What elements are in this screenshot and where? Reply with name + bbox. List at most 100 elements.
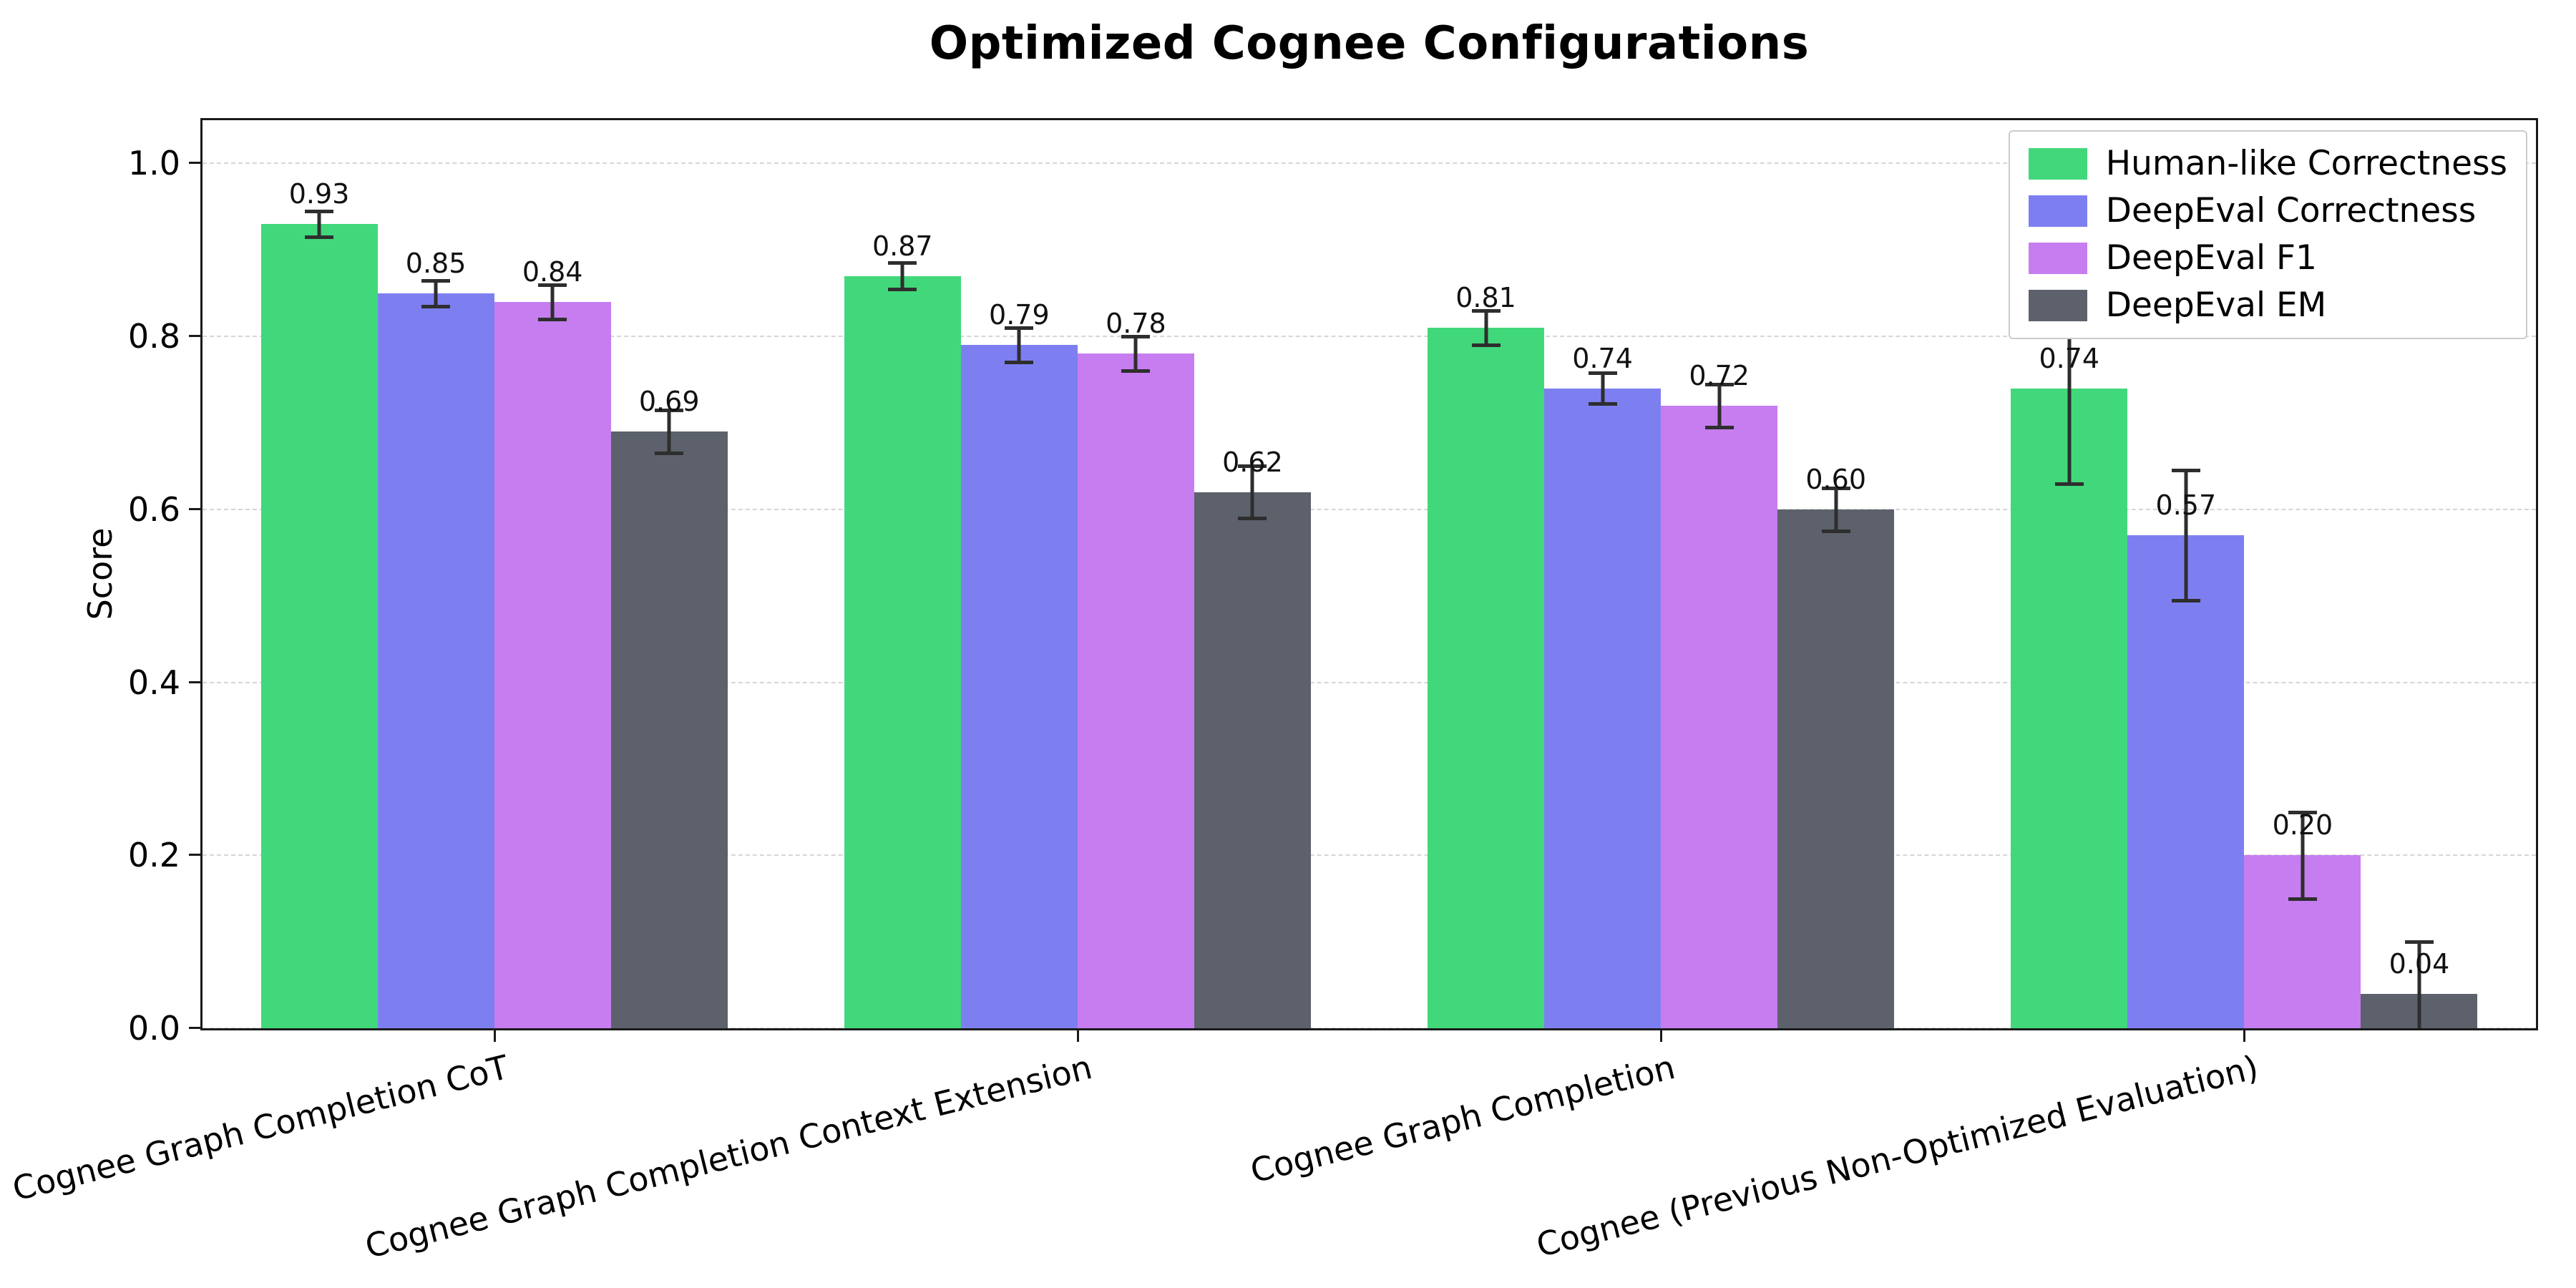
error-bar-cap — [305, 209, 334, 213]
gridline — [203, 336, 2536, 338]
error-bar — [1133, 336, 1138, 371]
error-bar-cap — [1588, 371, 1617, 375]
error-bar-cap — [305, 235, 334, 240]
bar — [1544, 388, 1662, 1028]
bar — [960, 345, 1078, 1028]
legend-swatch — [2028, 148, 2087, 180]
error-bar-cap — [1005, 326, 1034, 331]
bar-value-label: 0.87 — [872, 230, 933, 262]
error-bar-cap — [1005, 361, 1034, 365]
x-axis-tick — [1660, 1030, 1663, 1042]
error-bar-cap — [421, 304, 451, 308]
error-bar-cap — [1588, 402, 1617, 406]
y-axis-label: Score — [81, 527, 119, 620]
bar-value-label: 0.72 — [1689, 360, 1750, 392]
y-axis-tick — [189, 162, 200, 165]
legend-label: Human-like Correctness — [2105, 144, 2507, 183]
error-bar-cap — [2288, 897, 2317, 901]
error-bar-cap — [1121, 335, 1151, 339]
bar-value-label: 0.85 — [405, 247, 467, 279]
legend-label: DeepEval Correctness — [2105, 191, 2477, 231]
x-axis-category-label: Cognee Graph Completion — [1246, 1048, 1679, 1191]
y-axis-tick-label: 1.0 — [127, 144, 180, 183]
legend-item: DeepEval EM — [2028, 286, 2507, 326]
error-bar — [1250, 466, 1254, 518]
plot-area: 0.93 0.87 0.81 0.74 0.85 0.79 0.74 0.57 0.84 0.78… — [200, 118, 2538, 1030]
bar-value-label: 0.93 — [288, 178, 350, 210]
bar — [2011, 388, 2128, 1028]
bar — [1077, 353, 1194, 1028]
error-bar-cap — [1821, 530, 1850, 534]
gridline — [203, 508, 2536, 510]
bar — [1194, 492, 1311, 1028]
error-bar-cap — [1471, 308, 1501, 313]
error-bar — [1717, 384, 1722, 428]
error-bar-cap — [1121, 369, 1151, 374]
error-bar-cap — [538, 283, 567, 287]
x-axis-tick — [493, 1030, 496, 1042]
bar — [2127, 535, 2245, 1028]
y-axis-tick-label: 0.2 — [127, 836, 180, 875]
error-bar-cap — [1238, 464, 1267, 469]
bar-value-label: 0.04 — [2389, 947, 2450, 980]
legend-label: DeepEval F1 — [2105, 238, 2317, 278]
bar-value-label: 0.78 — [1106, 308, 1166, 340]
y-axis-tick-label: 0.8 — [127, 317, 180, 356]
legend-label: DeepEval EM — [2105, 286, 2327, 326]
error-bar — [900, 263, 904, 289]
error-bar — [2301, 811, 2305, 899]
bar-value-label: 0.60 — [1805, 464, 1866, 496]
bar — [844, 275, 961, 1028]
bar — [377, 293, 494, 1028]
y-axis-tick-label: 0.4 — [127, 663, 180, 702]
bar-value-label: 0.20 — [2272, 809, 2333, 841]
legend-swatch — [2028, 243, 2087, 275]
bar-value-label: 0.84 — [522, 256, 583, 288]
error-bar — [1484, 310, 1488, 346]
error-bar-cap — [421, 278, 451, 283]
error-bar — [1017, 328, 1021, 363]
gridline — [203, 162, 2536, 165]
y-axis-tick — [189, 335, 200, 338]
y-axis-tick — [189, 680, 200, 683]
error-bar — [2417, 942, 2421, 1028]
bar-value-label: 0.69 — [638, 386, 700, 418]
error-bar — [667, 409, 671, 454]
error-bar-cap — [1704, 426, 1734, 430]
bar — [260, 224, 378, 1028]
error-bar — [550, 284, 555, 319]
error-bar-cap — [2404, 940, 2434, 945]
error-bar-cap — [655, 452, 684, 456]
y-axis-tick — [189, 1027, 200, 1029]
error-bar-cap — [1821, 486, 1850, 490]
y-axis-tick-label: 0.0 — [127, 1009, 180, 1048]
chart-title: Optimized Cognee Configurations — [929, 17, 1810, 70]
legend-item: DeepEval Correctness — [2028, 191, 2507, 231]
error-bar-cap — [888, 261, 917, 265]
x-axis-category-label: Cognee Graph Completion CoT — [8, 1048, 512, 1209]
bar-value-label: 0.74 — [1572, 342, 1633, 374]
bar-value-label: 0.74 — [2039, 342, 2100, 374]
error-bar-cap — [655, 408, 684, 412]
legend: Human-like Correctness DeepEval Correctne… — [2008, 130, 2527, 340]
bar — [494, 301, 611, 1028]
error-bar — [2184, 470, 2188, 600]
error-bar — [434, 280, 438, 306]
bar-value-label: 0.79 — [989, 299, 1050, 331]
error-bar-cap — [2288, 810, 2317, 814]
bar — [1777, 509, 1895, 1028]
error-bar-cap — [2171, 469, 2200, 473]
y-axis-tick — [189, 507, 200, 510]
bar-value-label: 0.57 — [2155, 489, 2217, 522]
x-axis-tick — [1076, 1030, 1079, 1042]
error-bar — [1601, 372, 1605, 404]
error-bar-cap — [2171, 598, 2200, 602]
gridline — [203, 854, 2536, 857]
bar — [1428, 328, 1545, 1028]
error-bar-cap — [888, 287, 917, 291]
bar-value-label: 0.81 — [1455, 282, 1516, 314]
bar — [610, 431, 728, 1028]
legend-item: DeepEval F1 — [2028, 238, 2507, 278]
legend-swatch — [2028, 290, 2087, 322]
